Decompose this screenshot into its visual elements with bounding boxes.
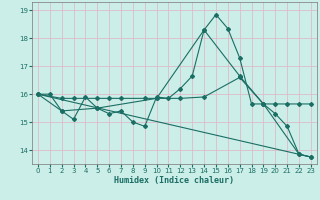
X-axis label: Humidex (Indice chaleur): Humidex (Indice chaleur) <box>115 176 234 185</box>
